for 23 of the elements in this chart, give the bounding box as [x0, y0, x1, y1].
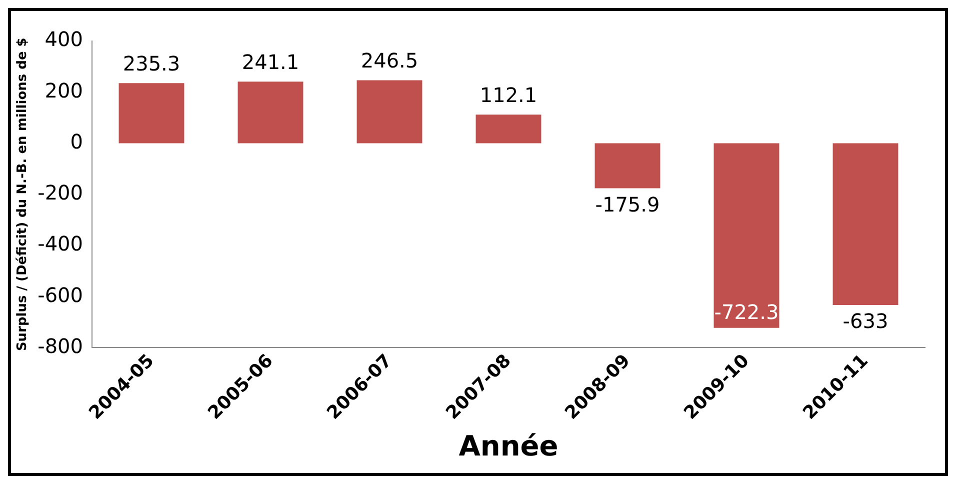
y-tick-label: 200 — [44, 78, 83, 102]
bar — [832, 143, 898, 306]
data-label: 112.1 — [480, 82, 538, 107]
y-tick-label: -200 — [38, 180, 83, 205]
bar — [238, 82, 304, 144]
bar — [594, 143, 660, 188]
y-tick-label: -600 — [38, 282, 83, 307]
y-tick-label: 400 — [44, 27, 83, 52]
bar — [714, 143, 780, 328]
y-tick-label: -800 — [38, 334, 83, 358]
data-label: -722.3 — [714, 300, 779, 324]
y-axis-title: Surplus / (Déficit) du N.-B. en millions de $ — [15, 38, 30, 352]
x-axis-title: Année — [458, 429, 558, 462]
y-tick-label: 0 — [70, 129, 83, 154]
bar — [356, 80, 422, 144]
data-label: 246.5 — [360, 48, 418, 72]
data-label: -175.9 — [595, 192, 660, 216]
y-tick-label: -400 — [38, 232, 83, 256]
bar — [118, 83, 184, 144]
data-label: 235.3 — [122, 51, 180, 76]
data-label: -633 — [842, 309, 888, 334]
bar — [476, 114, 542, 144]
data-label: 241.1 — [242, 50, 300, 74]
